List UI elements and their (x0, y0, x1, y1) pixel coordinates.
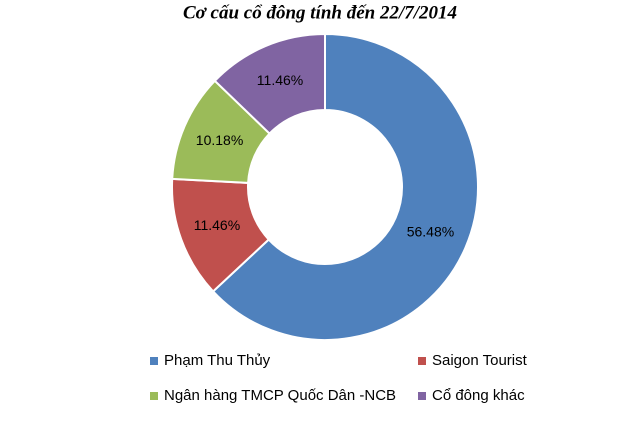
data-label: 56.48% (407, 224, 454, 240)
data-label: 11.46% (194, 217, 240, 233)
legend-swatch (150, 357, 158, 365)
data-label: 10.18% (196, 132, 243, 148)
legend-swatch (418, 392, 426, 400)
donut-slice (213, 32, 326, 135)
donut-slice (211, 32, 479, 341)
legend-label: Phạm Thu Thủy (164, 352, 271, 369)
data-label: 11.46% (257, 72, 303, 88)
legend-label: Ngân hàng TMCP Quốc Dân -NCB (164, 387, 396, 404)
chart-title: Cơ cấu cổ đông tính đến 22/7/2014 (183, 2, 457, 23)
legend-label: Cổ đông khác (432, 387, 525, 404)
legend-swatch (418, 357, 426, 365)
legend-swatch (150, 392, 158, 400)
legend-label: Saigon Tourist (432, 352, 528, 369)
